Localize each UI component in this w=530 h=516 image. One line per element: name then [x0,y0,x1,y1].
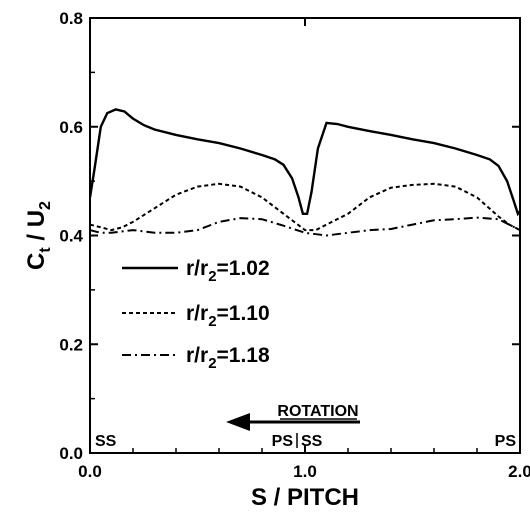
rotation-label: ROTATION [277,403,358,420]
annotation-ps-right: PS [495,433,517,450]
rotation-arrow-head [226,413,250,431]
legend-label-2: r/r2=1.10 [186,302,270,330]
y-tick-label: 0.0 [59,444,83,463]
legend-label-3: r/r2=1.18 [186,344,270,372]
annotation-ss-left: SS [95,433,117,450]
series-group [90,108,520,237]
plot-frame [89,17,521,454]
series-line-2 [90,182,520,232]
y-tick-label: 0.8 [59,9,83,28]
series-line-3 [90,216,520,237]
annotation-ps-mid: PS [272,433,294,450]
chart-marks: 0.0 1.0 2.0 0.0 0.2 0.4 0.6 0.8 S / PITCH Ct / U2… [23,9,530,511]
y-tick-label: 0.4 [59,227,83,246]
annotation-ss-mid: SS [301,433,323,450]
x-axis-title: S / PITCH [251,484,359,511]
y-axis-title: Ct / U2 [23,201,54,270]
x-tick-label: 0.0 [78,462,102,481]
x-tick-label: 2.0 [508,462,530,481]
y-tick-label: 0.6 [59,118,83,137]
series-line-1 [90,108,520,217]
y-tick-label: 0.2 [59,335,83,354]
x-tick-label: 1.0 [293,462,317,481]
legend-label-1: r/r2=1.02 [186,257,270,285]
